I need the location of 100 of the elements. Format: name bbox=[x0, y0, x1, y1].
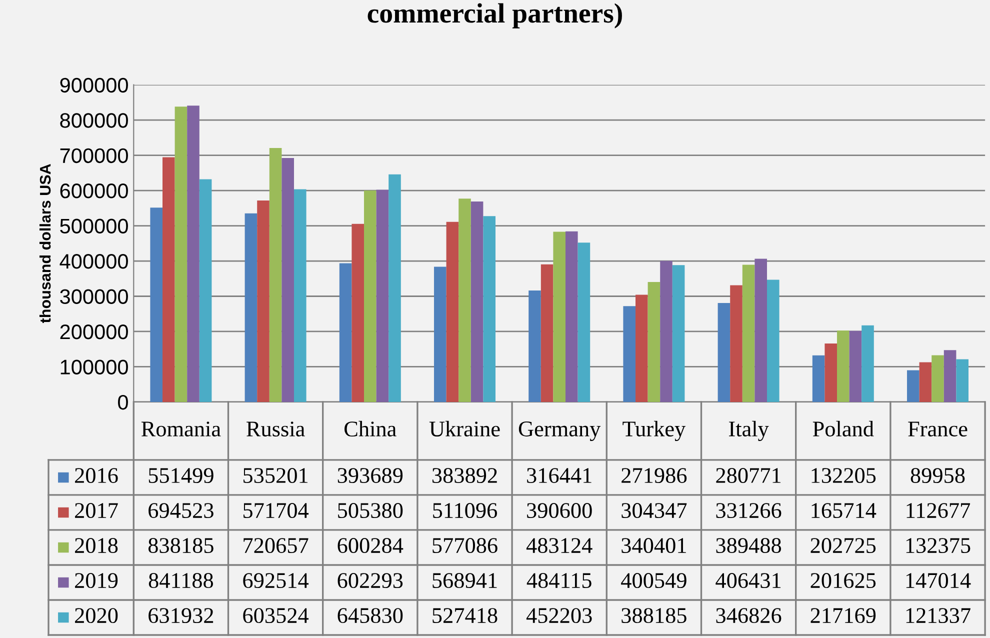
data-label: 400549 bbox=[621, 573, 686, 588]
data-label: 600284 bbox=[338, 538, 404, 554]
x-tick-label: China bbox=[344, 420, 396, 437]
data-label: 393689 bbox=[338, 468, 403, 484]
x-tick-label: Russia bbox=[246, 422, 305, 437]
bar bbox=[730, 285, 742, 402]
y-tick-label: 300000 bbox=[60, 289, 128, 304]
bar bbox=[553, 232, 566, 402]
data-label: 331266 bbox=[716, 503, 782, 518]
data-label: 316441 bbox=[527, 468, 592, 484]
data-label: 527418 bbox=[432, 608, 498, 624]
bar bbox=[907, 370, 920, 402]
y-tick-label: 700000 bbox=[60, 148, 128, 164]
data-label: 112677 bbox=[906, 503, 970, 518]
y-tick-label: 900000 bbox=[60, 78, 128, 93]
bar bbox=[352, 224, 364, 402]
data-label: 388185 bbox=[622, 608, 686, 624]
data-label: 201625 bbox=[810, 573, 876, 588]
data-label: 132205 bbox=[812, 468, 876, 484]
data-label: 340401 bbox=[622, 538, 686, 554]
bar bbox=[636, 294, 648, 402]
bar bbox=[470, 201, 484, 402]
bar bbox=[944, 350, 956, 402]
data-label: 568941 bbox=[432, 573, 497, 588]
y-tick-label: 200000 bbox=[60, 324, 128, 340]
data-label: 551499 bbox=[148, 468, 214, 484]
legend-label: 2017 bbox=[75, 503, 118, 518]
data-label: 390600 bbox=[527, 503, 592, 518]
data-label: 280771 bbox=[716, 468, 781, 484]
bar bbox=[282, 158, 294, 402]
bar bbox=[187, 106, 200, 402]
data-label: 271986 bbox=[622, 468, 687, 484]
data-label: 577086 bbox=[432, 538, 498, 554]
data-label: 645830 bbox=[338, 608, 403, 624]
bar bbox=[849, 330, 862, 402]
y-tick-label: 400000 bbox=[60, 254, 128, 269]
y-tick-label: 600000 bbox=[60, 184, 128, 198]
legend-label: 2018 bbox=[75, 538, 118, 554]
data-label: 535201 bbox=[244, 468, 308, 484]
data-label: 483124 bbox=[526, 538, 592, 554]
bar bbox=[932, 355, 944, 402]
data-label: 511096 bbox=[433, 503, 498, 518]
data-label: 838185 bbox=[148, 538, 214, 554]
bar bbox=[812, 355, 825, 402]
x-tick-label: Turkey bbox=[622, 420, 686, 442]
x-tick-label: France bbox=[908, 422, 968, 437]
legend-label: 2019 bbox=[75, 573, 118, 588]
data-label: 346826 bbox=[716, 608, 782, 624]
bar bbox=[837, 330, 850, 402]
bar bbox=[718, 303, 730, 402]
data-label: 720657 bbox=[244, 538, 308, 554]
bar bbox=[862, 325, 874, 402]
data-label: 202725 bbox=[810, 538, 876, 554]
bar bbox=[956, 359, 968, 402]
bar bbox=[919, 362, 932, 402]
data-label: 406431 bbox=[716, 573, 781, 588]
data-label: 631932 bbox=[148, 608, 214, 624]
bar bbox=[446, 222, 459, 402]
y-tick-label: 500000 bbox=[60, 218, 128, 234]
data-label: 841188 bbox=[148, 573, 214, 588]
x-tick-label: Romania bbox=[141, 422, 221, 437]
bar bbox=[566, 231, 578, 402]
data-label: 217169 bbox=[810, 608, 876, 624]
bar bbox=[578, 242, 590, 402]
data-label: 694523 bbox=[148, 503, 214, 518]
data-label: 603524 bbox=[243, 608, 309, 624]
bar bbox=[824, 344, 837, 402]
data-label: 304347 bbox=[622, 503, 687, 518]
data-label: 571704 bbox=[244, 503, 309, 518]
x-tick-label: Italy bbox=[728, 420, 769, 442]
data-label: 389488 bbox=[716, 538, 782, 554]
y-tick-label: 0 bbox=[118, 394, 128, 410]
bar bbox=[754, 258, 767, 402]
bar bbox=[244, 213, 258, 402]
bar bbox=[339, 263, 352, 402]
bar bbox=[162, 157, 175, 402]
data-label: 383892 bbox=[432, 468, 497, 484]
legend-label: 2016 bbox=[75, 468, 118, 484]
bar bbox=[766, 280, 780, 402]
data-label: 147014 bbox=[906, 573, 971, 588]
bar bbox=[742, 264, 755, 402]
data-label: 484115 bbox=[526, 573, 592, 588]
bar bbox=[660, 260, 672, 402]
data-label: 692514 bbox=[243, 573, 309, 588]
y-axis-title: thousand dollars USA bbox=[39, 164, 51, 323]
bar bbox=[269, 148, 282, 402]
bar bbox=[434, 266, 446, 402]
bar bbox=[257, 200, 270, 402]
bar bbox=[388, 174, 401, 402]
data-label: 452203 bbox=[526, 608, 592, 624]
x-tick-label: Germany bbox=[518, 422, 601, 442]
chart-title: commercial partners) bbox=[368, 3, 622, 28]
legend-label: 2020 bbox=[75, 608, 118, 624]
bar bbox=[483, 216, 496, 402]
data-label: 165714 bbox=[812, 503, 876, 518]
bar bbox=[528, 290, 541, 402]
data-label: 132375 bbox=[906, 538, 970, 554]
bar bbox=[174, 106, 188, 402]
bar bbox=[623, 306, 636, 402]
data-label: 121337 bbox=[906, 608, 970, 624]
